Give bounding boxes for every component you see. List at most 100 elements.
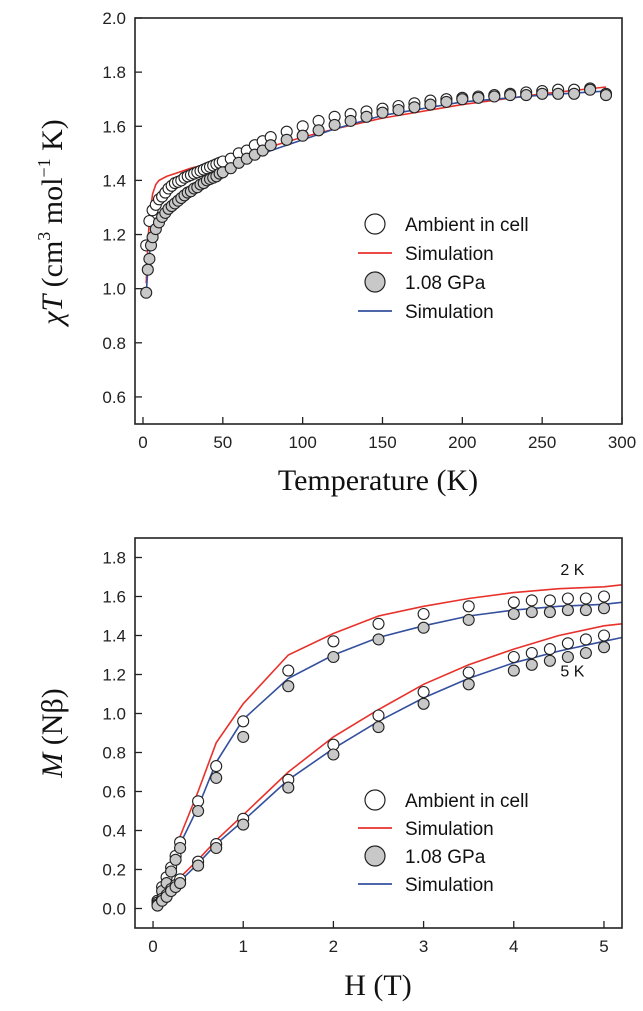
pressure-data-point xyxy=(237,730,250,743)
pressure-data-point xyxy=(543,654,556,667)
pressure-data-point xyxy=(143,252,156,265)
ambient-data-point xyxy=(372,617,385,630)
x-tick-label: 100 xyxy=(288,433,316,452)
y-tick-label: 0.2 xyxy=(102,861,126,880)
ambient-data-point xyxy=(282,664,295,677)
pressure-data-point xyxy=(507,664,520,677)
pressure-data-point xyxy=(344,114,357,127)
pressure-data-point xyxy=(584,83,597,96)
ylabel-supm1: −1 xyxy=(34,158,54,177)
x-tick-label: 1 xyxy=(238,937,247,956)
pressure-data-point xyxy=(472,91,485,104)
pressure-data-point xyxy=(296,129,309,142)
ambient-data-point xyxy=(210,760,223,773)
pressure-data-point xyxy=(140,286,153,299)
y-tick-label: 0.8 xyxy=(102,744,126,763)
temperature-annotation: 2 K xyxy=(560,562,584,579)
pressure-data-point xyxy=(392,103,405,117)
pressure-data-point xyxy=(525,606,538,619)
ambient-data-point xyxy=(561,637,574,650)
x-tick-label: 5 xyxy=(599,937,608,956)
chi-t-chart: 0 50 100 150 200 250 300 0.6 0.8 1.0 1.2 1.4 1.6 1.8… xyxy=(34,9,636,497)
ambient-data-point xyxy=(543,594,556,607)
ambient-data-point xyxy=(543,643,556,656)
legend-marker xyxy=(364,789,386,811)
y-tick-label: 1.6 xyxy=(102,117,126,136)
y-tick-label: 0.8 xyxy=(102,334,126,353)
pressure-data-point xyxy=(327,748,340,761)
chi-t-x-axis: 0 50 100 150 200 250 300 xyxy=(138,417,636,452)
magnetization-annotations: 2 K 5 K xyxy=(560,562,584,680)
pressure-data-point xyxy=(507,607,520,621)
legend-label: Ambient in cell xyxy=(405,791,529,812)
legend-label: Simulation xyxy=(405,244,494,265)
x-tick-label: 0 xyxy=(138,433,147,452)
ambient-data-point xyxy=(417,607,430,621)
pressure-data-point xyxy=(462,678,475,691)
pressure-data-point xyxy=(408,101,421,114)
pressure-data-point xyxy=(282,680,295,693)
pressure-data-point xyxy=(520,89,533,102)
pressure-data-point xyxy=(552,87,565,100)
pressure-data-point xyxy=(192,804,205,818)
pressure-data-point xyxy=(417,621,430,634)
y-tick-label: 1.2 xyxy=(102,666,126,685)
pressure-data-point xyxy=(210,771,223,784)
pressure-data-point xyxy=(174,877,187,890)
pressure-data-point xyxy=(417,697,430,710)
legend-marker xyxy=(364,845,386,867)
y-tick-label: 2.0 xyxy=(102,9,126,28)
ambient-data-point xyxy=(597,629,611,642)
simulation-line-red xyxy=(152,584,623,909)
legend-label: Simulation xyxy=(405,875,494,896)
chi-t-y-axis-label: χT (cm3 mol−1 K) xyxy=(34,119,69,328)
ambient-data-point xyxy=(507,650,520,664)
simulation-line-blue xyxy=(152,636,623,910)
pressure-data-point xyxy=(237,818,250,831)
x-tick-label: 2 xyxy=(329,937,338,956)
pressure-data-point xyxy=(372,633,385,646)
m-symbol: M xyxy=(36,751,69,779)
pressure-data-point xyxy=(597,602,611,615)
pressure-data-point xyxy=(174,841,187,855)
pressure-data-point xyxy=(561,650,574,664)
magnetization-legend: Ambient in cell Simulation 1.08 GPa Simulat… xyxy=(358,789,529,896)
x-tick-label: 50 xyxy=(213,433,232,452)
x-tick-label: 4 xyxy=(509,937,518,956)
x-tick-label: 3 xyxy=(419,937,428,956)
ylabel-open: (cm xyxy=(36,241,69,295)
ambient-data-point xyxy=(372,709,385,722)
ambient-data-point xyxy=(525,594,538,607)
pressure-data-point xyxy=(192,859,205,872)
pressure-data-point xyxy=(536,87,549,100)
chi-symbol: χ xyxy=(36,311,69,328)
pressure-data-point xyxy=(568,87,581,100)
pressure-data-point xyxy=(462,613,475,626)
ambient-data-point xyxy=(507,596,520,609)
pressure-data-point xyxy=(488,90,501,103)
t-symbol: T xyxy=(36,293,69,312)
ylabel-unit: (Nβ) xyxy=(36,688,69,752)
y-tick-label: 1.2 xyxy=(102,226,126,245)
y-tick-label: 1.0 xyxy=(102,280,126,299)
chi-t-plot-frame xyxy=(134,17,623,425)
y-tick-label: 0.4 xyxy=(102,822,126,841)
ylabel-sup3: 3 xyxy=(34,232,54,241)
chi-t-x-axis-label: Temperature (K) xyxy=(278,464,478,497)
pressure-data-point xyxy=(543,606,556,619)
pressure-data-point xyxy=(440,95,453,108)
magnetization-y-axis-label: M (Nβ) xyxy=(36,688,69,778)
ambient-data-point xyxy=(417,685,430,699)
ylabel-mol: mol xyxy=(36,178,69,232)
y-tick-label: 0.0 xyxy=(102,900,126,919)
ambient-data-point xyxy=(579,592,592,605)
legend-marker xyxy=(364,271,386,293)
x-tick-label: 150 xyxy=(368,433,396,452)
y-tick-label: 0.6 xyxy=(102,783,126,802)
pressure-data-point xyxy=(561,604,574,617)
x-tick-label: 250 xyxy=(528,433,556,452)
magnetization-x-axis-label: H (T) xyxy=(344,969,411,1002)
pressure-data-point xyxy=(599,89,613,102)
pressure-data-point xyxy=(376,106,389,119)
pressure-data-point xyxy=(504,89,517,102)
